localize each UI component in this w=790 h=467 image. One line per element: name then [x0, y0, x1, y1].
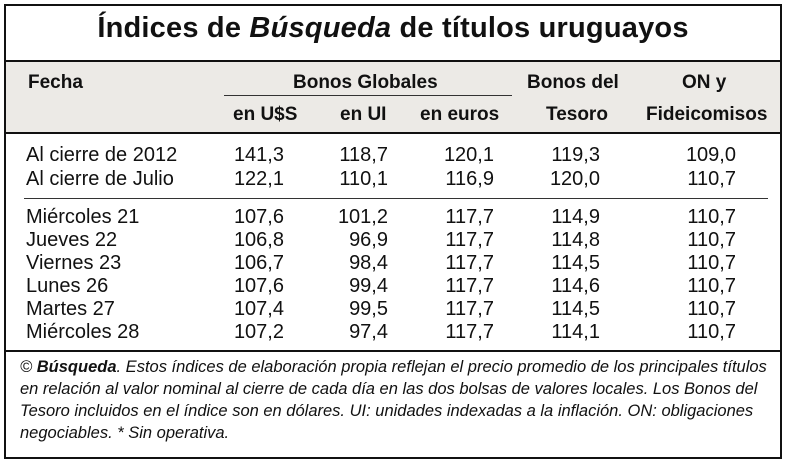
footnote-text: . Estos índices de elaboración propia re… [20, 358, 767, 442]
table-row: Viernes 23 106,7 98,4 117,7 114,5 110,7 [6, 252, 780, 276]
cell-on: 110,7 [687, 275, 736, 297]
table-frame: Índices de Búsqueda de títulos uruguayos… [4, 4, 782, 459]
cell-euros: 117,7 [445, 252, 494, 274]
cell-on: 110,7 [687, 252, 736, 274]
cell-on: 110,7 [687, 168, 736, 190]
title-suffix: de títulos uruguayos [391, 12, 689, 44]
table-row: Miércoles 21 107,6 101,2 117,7 114,9 110… [6, 206, 780, 230]
header-usd: en U$S [233, 104, 298, 125]
table-row: Lunes 26 107,6 99,4 117,7 114,6 110,7 [6, 275, 780, 299]
header-bonos-globales: Bonos Globales [293, 72, 438, 93]
cell-ui: 110,1 [339, 168, 388, 190]
table-row: Miércoles 28 107,2 97,4 117,7 114,1 110,… [6, 321, 780, 345]
cell-fecha: Jueves 22 [26, 229, 118, 251]
footer-divider [6, 350, 780, 352]
cell-usd: 107,6 [233, 206, 284, 228]
header-fecha: Fecha [28, 72, 83, 93]
header-euros: en euros [420, 104, 500, 125]
table-row: Jueves 22 106,8 96,9 117,7 114,8 110,7 [6, 229, 780, 253]
cell-tesoro: 114,5 [551, 252, 600, 274]
cell-euros: 117,7 [445, 229, 494, 251]
title-brand: Búsqueda [249, 12, 392, 44]
cell-usd: 106,8 [233, 229, 284, 251]
cell-on: 110,7 [687, 321, 736, 343]
cell-usd: 141,3 [233, 144, 284, 166]
cell-on: 109,0 [685, 144, 736, 166]
cell-usd: 107,4 [233, 298, 284, 320]
cell-ui: 98,4 [349, 252, 388, 274]
cell-usd: 106,7 [233, 252, 284, 274]
cell-tesoro: 114,8 [551, 229, 600, 251]
cell-tesoro: 120,0 [549, 168, 600, 190]
footnote-copyright: © [20, 358, 37, 376]
cell-ui: 118,7 [339, 144, 388, 166]
cell-tesoro: 114,5 [551, 298, 600, 320]
cell-euros: 117,7 [445, 298, 494, 320]
title-prefix: Índices de [97, 12, 250, 44]
cell-tesoro: 114,1 [551, 321, 600, 343]
table-row: Al cierre de 2012 141,3 118,7 120,1 119,… [6, 144, 780, 168]
cell-on: 110,7 [687, 229, 736, 251]
cell-euros: 117,7 [445, 206, 494, 228]
cell-tesoro: 114,9 [551, 206, 600, 228]
cell-fecha: Miércoles 28 [26, 321, 140, 343]
title-divider [6, 60, 780, 62]
cell-ui: 96,9 [349, 229, 388, 251]
cell-on: 110,7 [687, 298, 736, 320]
cell-fecha: Lunes 26 [26, 275, 109, 297]
cell-ui: 101,2 [337, 206, 388, 228]
table-row: Al cierre de Julio 122,1 110,1 116,9 120… [6, 168, 780, 192]
header-on-line1: ON y [682, 72, 727, 93]
header-ui: en UI [340, 104, 387, 125]
cell-euros: 120,1 [443, 144, 494, 166]
cell-on: 110,7 [687, 206, 736, 228]
cell-tesoro: 114,6 [551, 275, 600, 297]
table-row: Martes 27 107,4 99,5 117,7 114,5 110,7 [6, 298, 780, 322]
footnote: © Búsqueda. Estos índices de elaboración… [20, 356, 770, 444]
cell-usd: 107,2 [233, 321, 284, 343]
page-title: Índices de Búsqueda de títulos uruguayos [6, 12, 780, 56]
table-header: Fecha Bonos Globales en U$S en UI en eur… [6, 62, 780, 132]
cell-fecha: Al cierre de 2012 [26, 144, 178, 166]
cell-ui: 99,4 [349, 275, 388, 297]
cell-ui: 99,5 [349, 298, 388, 320]
cell-fecha: Miércoles 21 [26, 206, 140, 228]
group-underline [224, 95, 512, 96]
header-tesoro-line1: Bonos del [527, 72, 619, 93]
row-group-divider [24, 198, 768, 199]
cell-tesoro: 119,3 [551, 144, 600, 166]
header-divider [6, 132, 780, 134]
cell-fecha: Viernes 23 [26, 252, 122, 274]
cell-fecha: Martes 27 [26, 298, 115, 320]
footnote-brand: Búsqueda [36, 358, 117, 376]
cell-euros: 117,7 [445, 321, 494, 343]
cell-usd: 122,1 [233, 168, 284, 190]
header-on-line2: Fideicomisos [646, 104, 768, 125]
header-tesoro-line2: Tesoro [546, 104, 608, 125]
cell-fecha: Al cierre de Julio [26, 168, 174, 190]
cell-ui: 97,4 [349, 321, 388, 343]
cell-usd: 107,6 [233, 275, 284, 297]
cell-euros: 116,9 [445, 168, 494, 190]
cell-euros: 117,7 [445, 275, 494, 297]
